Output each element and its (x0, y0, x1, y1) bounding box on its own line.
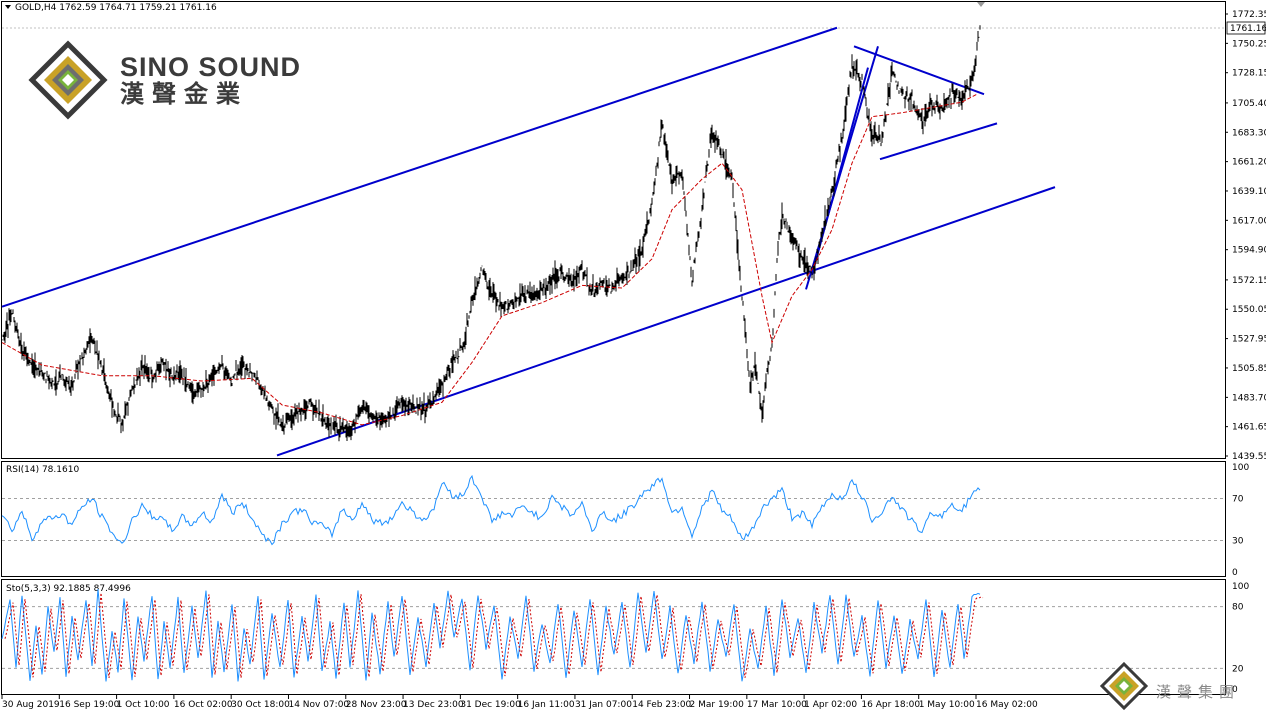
time-tick-label: 1 Apr 02:00 (804, 700, 857, 710)
price-tick-label: 1572.15 (1232, 276, 1266, 286)
rsi-tick-label: 100 (1232, 463, 1249, 473)
price-tick-label: 1639.10 (1232, 187, 1266, 197)
sto-series (1, 589, 984, 682)
trendlines (1, 26, 1056, 457)
time-tick-label: 2 Mar 19:00 (690, 700, 745, 710)
rsi-tick-label: 70 (1232, 495, 1244, 505)
time-tick-label: 30 Oct 18:00 (231, 700, 290, 710)
price-axis: 1772.35 1750.25 1728.15 1705.40 1683.30 1661.… (1225, 10, 1266, 462)
price-tick-label: 1483.70 (1232, 393, 1266, 403)
time-tick-label: 16 Jan 11:00 (518, 700, 575, 710)
price-tick-label: 1439.55 (1232, 452, 1266, 462)
time-axis: 30 Aug 2019 16 Sep 19:001 Oct 10:00 16 Oct… (1, 695, 1038, 710)
indicator-levels (2, 498, 1225, 669)
time-tick-label: 13 Dec 23:00 (403, 700, 464, 710)
time-tick-label: 31 Jan 07:00 (575, 700, 632, 710)
time-tick-label: 28 Nov 23:00 (346, 700, 407, 710)
last-price-tag: 1761.16 (1226, 21, 1266, 35)
price-tick-label: 1461.65 (1232, 423, 1266, 433)
rsi-tick-label: 30 (1232, 537, 1244, 547)
price-tick-label: 1527.95 (1232, 335, 1266, 345)
price-tick-label: 1728.15 (1232, 69, 1266, 79)
rsi-axis: 100 70 30 0 (1232, 463, 1249, 578)
price-tick-label: 1683.30 (1232, 128, 1266, 138)
time-tick-label: 16 Sep 19:00 (59, 700, 119, 710)
moving-average-line (1, 93, 978, 426)
sto-main-line (1, 589, 981, 682)
price-tick-label: 1505.85 (1232, 364, 1266, 374)
dropdown-triangle-icon[interactable] (5, 5, 11, 9)
sto-title: Sto(5,3,3) 92.1885 87.4996 (6, 584, 131, 594)
price-tick-label: 1750.25 (1232, 39, 1266, 49)
watermark-logo (1099, 661, 1149, 711)
rsi-title: RSI(14) 78.1610 (6, 465, 79, 475)
sto-tick-label: 0 (1232, 685, 1238, 695)
logo-name-cn: 漢聲金業 (120, 80, 248, 108)
sto-panel-frame (1, 579, 1226, 695)
price-tick-label: 1661.20 (1232, 158, 1266, 168)
sto-tick-label: 100 (1232, 582, 1249, 592)
sino-sound-logo (28, 40, 108, 120)
time-tick-label: 17 Mar 10:00 (747, 700, 807, 710)
rsi-series (1, 474, 981, 546)
sto-tick-label: 80 (1232, 603, 1244, 613)
main-panel-frame (1, 1, 1226, 459)
rsi-line (1, 474, 981, 546)
time-tick-label: 14 Nov 07:00 (288, 700, 349, 710)
time-tick-label: 1 May 10:00 (919, 700, 975, 710)
time-tick-label: 16 May 02:00 (976, 700, 1038, 710)
price-tick-label: 1550.05 (1232, 305, 1266, 315)
ma-series (1, 93, 978, 426)
price-tick-label: 1594.90 (1232, 246, 1266, 256)
svg-text:1761.16: 1761.16 (1230, 24, 1266, 34)
sto-signal-line (4, 592, 984, 679)
time-tick-label: 1 Oct 10:00 (117, 700, 170, 710)
rsi-panel-frame (1, 461, 1226, 577)
time-tick-label: 14 Feb 23:00 (632, 700, 691, 710)
chart-header: GOLD,H4 1762.59 1764.71 1759.21 1761.16 (15, 3, 217, 13)
watermark-text: 漢聲集團 (1156, 683, 1240, 701)
time-tick-label: 16 Apr 18:00 (861, 700, 920, 710)
trendline[interactable] (879, 122, 998, 161)
rsi-tick-label: 0 (1232, 568, 1238, 578)
logo-name-en: SINO SOUND (120, 52, 301, 82)
price-series (1, 25, 981, 442)
sto-tick-label: 20 (1232, 664, 1244, 674)
time-tick-label: 30 Aug 2019 (2, 700, 60, 710)
time-tick-label: 16 Oct 02:00 (174, 700, 233, 710)
price-tick-label: 1617.00 (1232, 216, 1266, 226)
trendline[interactable] (811, 67, 869, 276)
time-tick-label: 31 Dec 19:00 (460, 700, 521, 710)
trendline[interactable] (1, 26, 838, 308)
price-tick-label: 1772.35 (1232, 10, 1266, 20)
price-tick-label: 1705.40 (1232, 99, 1266, 109)
shift-marker-icon[interactable] (977, 2, 985, 7)
sto-axis: 100 80 20 0 (1232, 582, 1249, 695)
trendline[interactable] (276, 186, 1056, 457)
